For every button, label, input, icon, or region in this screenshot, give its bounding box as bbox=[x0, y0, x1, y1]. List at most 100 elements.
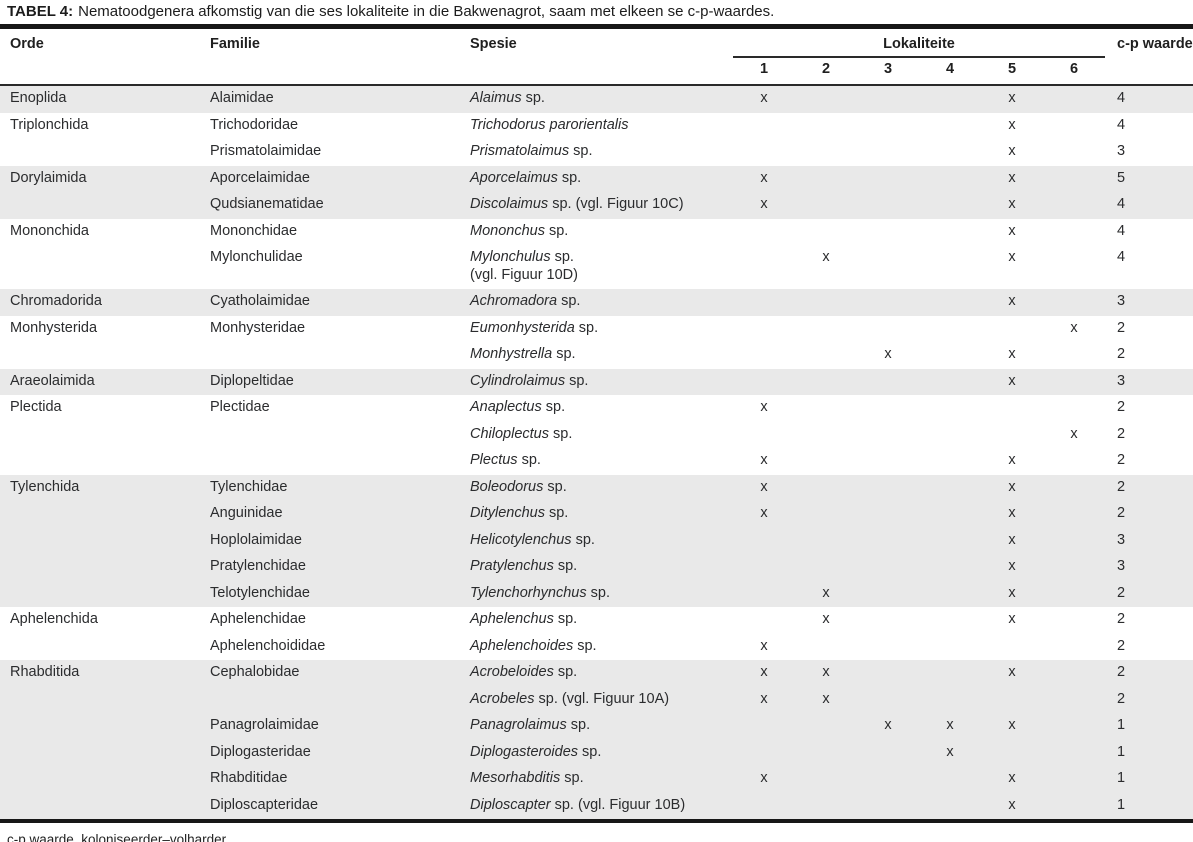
locality-mark-cell-5: x bbox=[1008, 346, 1016, 362]
orde-cell bbox=[0, 686, 200, 713]
locality-mark-cell-2 bbox=[795, 219, 857, 246]
species-genus: Helicotylenchus bbox=[470, 531, 572, 548]
species-genus: Chiloplectus bbox=[470, 425, 549, 442]
locality-mark-cell-3 bbox=[857, 634, 919, 661]
species-figure-note: (vgl. Figuur 10D) bbox=[470, 266, 578, 283]
top-divider-bar bbox=[0, 24, 1193, 29]
locality-mark-cell-4 bbox=[919, 395, 981, 422]
bottom-divider-bar bbox=[0, 819, 1193, 823]
cp-value-cell: 2 bbox=[1117, 425, 1126, 442]
table-caption-label: TABEL 4: bbox=[7, 3, 74, 20]
table-row: Chiloplectus sp. x 2 bbox=[0, 422, 1193, 449]
locality-mark-cell-6 bbox=[1043, 474, 1105, 501]
locality-mark-cell-4 bbox=[919, 448, 981, 475]
locality-mark-cell-1 bbox=[733, 792, 795, 819]
spesie-cell: Panagrolaimus sp. bbox=[460, 713, 733, 740]
locality-mark-cell-1 bbox=[733, 713, 795, 740]
locality-mark-cell-2 bbox=[795, 395, 857, 422]
locality-mark-cell-4 bbox=[919, 554, 981, 581]
locality-mark-cell-6 bbox=[1043, 660, 1105, 687]
species-suffix: sp. bbox=[544, 505, 569, 521]
nematode-table: Orde Familie Spesie Lokaliteite c-p waar… bbox=[0, 29, 1193, 819]
orde-cell: Rhabditida bbox=[0, 660, 200, 687]
orde-cell bbox=[0, 766, 200, 793]
locality-mark-cell-3 bbox=[857, 422, 919, 449]
species-suffix: sp. bbox=[557, 169, 582, 186]
familie-cell: Alaimidae bbox=[200, 84, 460, 113]
cp-value-cell: 3 bbox=[1117, 143, 1126, 159]
table-row: Monhysterida Monhysteridae Eumonhysterida … bbox=[0, 316, 1193, 343]
species-genus: Monhystrella bbox=[470, 346, 553, 362]
species-genus: Diplogasteroides bbox=[470, 743, 579, 760]
header-lokaliteite: Lokaliteite bbox=[733, 29, 1105, 58]
table-row: Pratylenchidae Pratylenchus sp. x 3 bbox=[0, 554, 1193, 581]
cp-value-cell: 2 bbox=[1105, 474, 1193, 501]
locality-mark-cell-3 bbox=[857, 474, 919, 501]
locality-mark-cell-3 bbox=[857, 192, 919, 219]
locality-mark-cell-6 bbox=[1043, 554, 1105, 581]
locality-mark-cell-1 bbox=[733, 527, 795, 554]
locality-mark-cell-3 bbox=[857, 139, 919, 166]
table-row: Aphelenchoididae Aphelenchoides sp. x 2 bbox=[0, 634, 1193, 661]
locality-mark-cell-6 bbox=[1043, 501, 1105, 528]
species-genus: Mesorhabditis bbox=[470, 770, 561, 786]
locality-mark-cell-2 bbox=[795, 501, 857, 528]
familie-cell bbox=[200, 422, 460, 449]
locality-mark-cell-5 bbox=[981, 739, 1043, 766]
locality-mark-cell-5: x bbox=[981, 501, 1043, 528]
locality-mark-cell-2 bbox=[795, 634, 857, 661]
species-genus: Prismatolaimus bbox=[470, 143, 570, 159]
locality-mark-cell-6 bbox=[1043, 527, 1105, 554]
locality-mark-cell-2: x bbox=[795, 686, 857, 713]
locality-mark-cell-3 bbox=[857, 527, 919, 554]
locality-mark-cell-3 bbox=[857, 448, 919, 475]
locality-mark-cell-6 bbox=[1043, 713, 1105, 740]
orde-cell: Triplonchida bbox=[10, 116, 89, 133]
locality-mark-cell-2: x bbox=[822, 249, 830, 265]
locality-mark-cell-6 bbox=[1043, 219, 1105, 246]
species-suffix: sp. bbox=[553, 611, 578, 627]
species-genus: Anaplectus bbox=[470, 399, 542, 415]
spesie-cell: Alaimus sp. bbox=[460, 84, 733, 113]
table-row: Triplonchida Trichodoridae Trichodorus par… bbox=[0, 113, 1193, 140]
locality-mark-cell-4 bbox=[919, 792, 981, 819]
familie-cell: Qudsianematidae bbox=[200, 192, 460, 219]
species-genus: Aporcelaimus bbox=[470, 169, 558, 186]
cp-value-cell: 2 bbox=[1117, 346, 1126, 362]
locality-mark-cell-2 bbox=[795, 527, 857, 554]
spesie-cell: Helicotylenchus sp. bbox=[460, 527, 733, 554]
table-caption-text: Nematoodgenera afkomstig van die ses lok… bbox=[78, 3, 775, 20]
locality-mark-cell-4 bbox=[919, 474, 981, 501]
familie-cell: Tylenchidae bbox=[200, 474, 460, 501]
familie-cell: Panagrolaimidae bbox=[200, 713, 460, 740]
orde-cell bbox=[0, 245, 200, 289]
spesie-cell: Tylenchorhynchus sp. bbox=[460, 580, 733, 607]
species-genus: Panagrolaimus bbox=[470, 717, 567, 733]
locality-mark-cell-1 bbox=[733, 554, 795, 581]
locality-mark-cell-1 bbox=[733, 289, 795, 316]
locality-mark-cell-1: x bbox=[760, 452, 768, 468]
header-locality-1: 1 bbox=[759, 61, 769, 77]
header-row-locality-numbers: 1 2 3 4 5 6 bbox=[0, 57, 1193, 85]
orde-cell bbox=[0, 554, 200, 581]
header-familie: Familie bbox=[210, 36, 260, 52]
familie-cell: Diplogasteridae bbox=[200, 739, 460, 766]
spesie-cell: Trichodorus parorientalis bbox=[460, 113, 733, 140]
locality-mark-cell-6 bbox=[1043, 395, 1105, 422]
locality-mark-cell-2 bbox=[795, 139, 857, 166]
spesie-cell: Monhystrella sp. bbox=[460, 342, 733, 369]
locality-mark-cell-2 bbox=[795, 792, 857, 819]
locality-mark-cell-5: x bbox=[981, 289, 1043, 316]
locality-mark-cell-4: x bbox=[919, 739, 981, 766]
spesie-cell: Mononchus sp. bbox=[460, 219, 733, 246]
locality-mark-cell-4 bbox=[919, 316, 981, 343]
orde-cell: Mononchida bbox=[10, 222, 89, 239]
header-locality-6: 6 bbox=[1069, 61, 1079, 77]
cp-value-cell: 4 bbox=[1117, 249, 1126, 265]
species-genus: Aphelenchoides bbox=[470, 637, 574, 654]
locality-mark-cell-5: x bbox=[981, 554, 1043, 581]
species-suffix: sp. (vgl. Figuur 10A) bbox=[534, 690, 670, 707]
species-genus: Alaimus bbox=[470, 90, 522, 106]
locality-mark-cell-6 bbox=[1043, 448, 1105, 475]
species-suffix: sp. bbox=[569, 143, 593, 159]
